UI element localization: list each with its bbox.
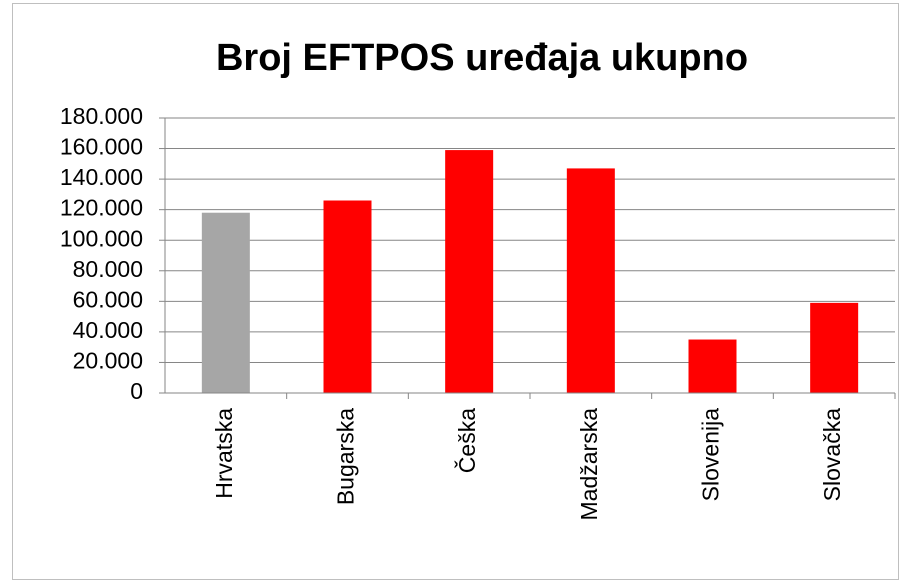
chart-title: Broj EFTPOS uređaja ukupno [216,37,748,79]
y-tick-label: 180.000 [60,103,143,129]
x-tick-label: Madžarska [576,408,602,521]
bar [323,200,372,393]
bar [445,150,494,393]
y-tick-label: 60.000 [73,286,143,312]
y-tick-label: 120.000 [60,195,143,221]
x-tick-label: Slovenija [698,408,724,502]
bar [566,168,615,393]
bar [201,212,250,393]
y-tick-label: 20.000 [73,348,143,374]
bar [688,339,737,393]
x-tick-label: Slovačka [819,408,845,502]
y-tick-label: 80.000 [73,256,143,282]
bar [810,302,859,393]
y-tick-label: 40.000 [73,317,143,343]
y-tick-label: 100.000 [60,225,143,251]
y-tick-label: 140.000 [60,164,143,190]
x-tick-label: Hrvatska [211,408,237,499]
x-tick-label: Bugarska [333,408,359,505]
y-tick-label: 0 [130,378,143,404]
y-tick-label: 160.000 [60,134,143,160]
x-tick-label: Češka [453,408,480,473]
